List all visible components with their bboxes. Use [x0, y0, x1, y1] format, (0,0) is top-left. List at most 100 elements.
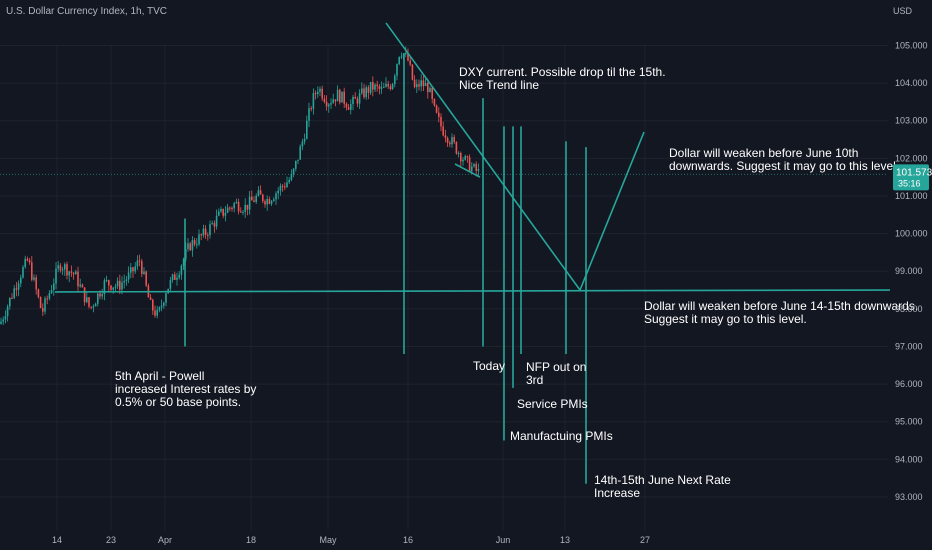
candle-body	[389, 86, 392, 89]
candle-body	[220, 208, 222, 212]
candle-body	[123, 280, 125, 283]
candle-body	[0, 321, 2, 324]
candle-body	[169, 279, 172, 289]
candle-body	[160, 305, 163, 308]
candle-body	[33, 277, 35, 280]
candle-body	[13, 288, 15, 299]
candle-body	[363, 88, 365, 98]
y-tick-label: 96.000	[895, 379, 923, 389]
candle-body	[339, 89, 341, 103]
candle-body	[433, 98, 436, 106]
candle-body	[391, 83, 394, 89]
candle-body	[215, 215, 218, 227]
candle-body	[46, 298, 48, 300]
x-tick-label: 27	[640, 535, 650, 545]
candle-body	[31, 262, 33, 280]
chart-title: U.S. Dollar Currency Index, 1h, TVC	[6, 6, 167, 17]
candle-body	[464, 156, 466, 160]
annotation-line: NFP out on	[526, 360, 586, 374]
candle-body	[409, 60, 411, 65]
nfp-note: NFP out on 3rd	[526, 360, 586, 387]
candle-body	[405, 52, 407, 55]
weaken-15th-note: Dollar will weaken before June 14-15th d…	[644, 299, 918, 326]
candle-body	[330, 103, 332, 105]
candle-body	[328, 104, 330, 107]
candle-body	[235, 201, 238, 204]
candle-body	[251, 196, 253, 201]
candle-body	[211, 223, 213, 225]
candle-body	[299, 146, 301, 160]
candle-body	[26, 258, 29, 261]
candle-body	[273, 199, 275, 202]
dxy-note: DXY current. Possible drop til the 15th.…	[459, 65, 666, 92]
candle-body	[396, 64, 398, 76]
y-tick-label: 101.000	[895, 191, 928, 201]
candle-body	[28, 260, 31, 263]
candle-body	[209, 224, 211, 236]
candle-body	[420, 80, 422, 87]
candle-body	[398, 56, 400, 65]
candle-body	[308, 108, 310, 121]
annotation-line: 3rd	[526, 373, 543, 387]
y-tick-label: 103.000	[895, 116, 928, 126]
candle-body	[424, 83, 427, 87]
candle-body	[229, 207, 231, 209]
candle-body	[83, 287, 86, 303]
candle-body	[341, 91, 343, 103]
candle-body	[70, 271, 73, 273]
candle-body	[138, 260, 141, 262]
candle-body	[361, 88, 363, 94]
candle-body	[145, 271, 147, 286]
candle-body	[103, 280, 106, 294]
candle-body	[323, 98, 326, 102]
candle-body	[306, 120, 308, 139]
candle-body	[57, 265, 59, 269]
candle-body	[435, 105, 438, 113]
manufacturing-note: Manufactuing PMIs	[510, 429, 613, 443]
candle-body	[295, 160, 297, 169]
price-axis[interactable]: 93.000 94.000 95.000 96.000 97.000 98.000 99.0…	[895, 41, 928, 502]
candle-body	[17, 283, 20, 290]
candle-body	[37, 289, 40, 298]
candle-body	[460, 153, 462, 162]
x-tick-label: Apr	[158, 535, 172, 545]
candle-body	[198, 234, 200, 245]
candle-body	[457, 153, 460, 155]
candle-body	[61, 269, 64, 271]
candle-body	[108, 280, 110, 286]
candle-body	[244, 204, 246, 212]
candle-body	[394, 75, 396, 84]
candle-body	[94, 303, 97, 307]
candle-body	[411, 64, 414, 80]
candle-body	[259, 190, 262, 195]
candle-body	[24, 258, 26, 268]
x-tick-label: 13	[560, 535, 570, 545]
candle-body	[141, 261, 143, 274]
candle-body	[240, 211, 242, 213]
candle-body	[354, 96, 356, 99]
candle-body	[171, 274, 174, 280]
candle-body	[22, 267, 24, 278]
candle-body	[257, 190, 260, 196]
candle-body	[53, 283, 55, 290]
annotation-line: DXY current. Possible drop til the 15th.	[459, 65, 666, 79]
candle-body	[422, 80, 425, 87]
time-axis[interactable]: 14 23 Apr 18 May 16 Jun 13 27	[52, 535, 650, 545]
candle-body	[55, 268, 57, 284]
y-tick-label: 97.000	[895, 341, 923, 351]
x-tick-label: Jun	[496, 535, 511, 545]
candle-body	[468, 157, 471, 172]
x-tick-label: 23	[106, 535, 116, 545]
candle-body	[44, 298, 46, 312]
candle-body	[407, 52, 409, 61]
candle-body	[92, 306, 95, 308]
candle-body	[42, 307, 44, 312]
candle-body	[310, 108, 312, 110]
candle-body	[233, 203, 235, 209]
candle-body	[237, 201, 240, 212]
candle-body	[284, 186, 286, 188]
candle-body	[72, 272, 75, 275]
candle-body	[48, 293, 51, 299]
